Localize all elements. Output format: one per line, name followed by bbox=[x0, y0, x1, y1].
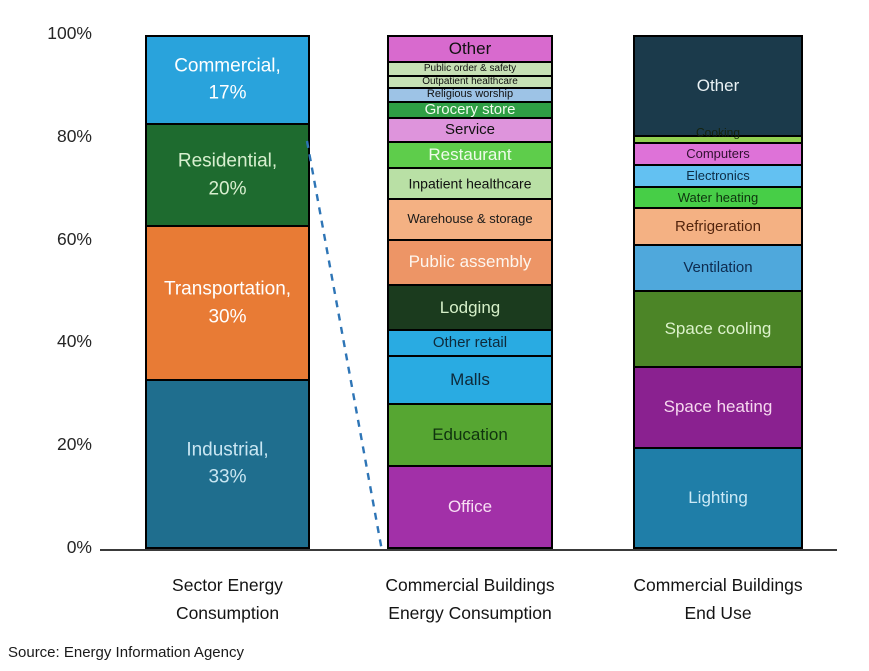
segment-label: Water heating bbox=[677, 189, 759, 205]
bar-segment-residential: Residential, 20% bbox=[147, 124, 308, 228]
segment-label: Other retail bbox=[432, 334, 508, 352]
y-axis-tick-label: 0% bbox=[66, 537, 92, 557]
bar-segment-lodging: Lodging bbox=[389, 285, 551, 332]
category-label-commercial-buildings-energy-consumption: Commercial Buildings Energy Consumption bbox=[385, 575, 555, 623]
bar-segment-transportation: Transportation, 30% bbox=[147, 227, 308, 381]
segment-label: Other bbox=[448, 39, 492, 59]
category-label-sector-energy-consumption: Sector Energy Consumption bbox=[172, 575, 283, 623]
bar-segment-warehouse-storage: Warehouse & storage bbox=[389, 199, 551, 241]
segment-label: Residential, 20% bbox=[177, 150, 278, 200]
segment-label: Other bbox=[696, 76, 740, 96]
segment-label: Refrigeration bbox=[675, 217, 761, 235]
segment-label: Public order & safety bbox=[423, 62, 517, 74]
bar-segment-other: Other bbox=[635, 37, 801, 138]
connector-dashed-line bbox=[305, 140, 384, 552]
segment-label: Outpatient healthcare bbox=[422, 75, 518, 87]
segment-label: Warehouse & storage bbox=[407, 211, 533, 227]
bar-segment-water-heating: Water heating bbox=[635, 187, 801, 210]
bar-segment-public-assembly: Public assembly bbox=[389, 240, 551, 286]
segment-label: Lodging bbox=[439, 297, 501, 317]
segment-label: Commercial, 17% bbox=[174, 55, 281, 104]
bar-segment-service: Service bbox=[389, 119, 551, 143]
bar-segment-outpatient-healthcare: Outpatient healthcare bbox=[389, 75, 551, 89]
segment-label: Ventilation bbox=[683, 259, 753, 277]
bar-segment-grocery-store: Grocery store bbox=[389, 101, 551, 120]
bar-segment-cooking: Cooking bbox=[635, 126, 801, 145]
bar-segment-inpatient-healthcare: Inpatient healthcare bbox=[389, 169, 551, 200]
y-axis-tick-label: 20% bbox=[56, 434, 92, 455]
segment-label: Restaurant bbox=[428, 145, 512, 165]
bar-segment-refrigeration: Refrigeration bbox=[635, 209, 801, 246]
bar-segment-electronics: Electronics bbox=[635, 166, 801, 188]
y-axis-tick-label: 100% bbox=[47, 23, 92, 43]
segment-label: Industrial, 33% bbox=[186, 439, 269, 488]
segment-label: Public assembly bbox=[408, 252, 532, 272]
segment-label: Computers bbox=[686, 146, 750, 162]
segment-label: Religious worship bbox=[426, 88, 514, 101]
bar-segment-lighting: Lighting bbox=[635, 448, 801, 548]
bar-segment-ventilation: Ventilation bbox=[635, 245, 801, 293]
bar-segment-space-cooling: Space cooling bbox=[635, 292, 801, 368]
segment-label: Inpatient healthcare bbox=[408, 175, 532, 192]
segment-label: Service bbox=[444, 121, 496, 139]
segment-label: Transportation, 30% bbox=[163, 278, 292, 328]
y-axis-tick-label: 80% bbox=[56, 125, 92, 146]
stacked-bar-sector-energy-consumption: Commercial, 17% Residential, 20% Transportat… bbox=[145, 35, 310, 549]
stacked-bar-commercial-buildings-end-use: Other Cooking Computers Electronics Water he… bbox=[633, 35, 803, 549]
bar-segment-other: Other bbox=[389, 37, 551, 64]
category-label-commercial-buildings-end-use: Commercial Buildings End Use bbox=[633, 575, 803, 623]
segment-label: Grocery store bbox=[424, 101, 516, 119]
bar-segment-office: Office bbox=[389, 467, 551, 547]
segment-label: Office bbox=[447, 497, 493, 517]
bar-segment-computers: Computers bbox=[635, 144, 801, 167]
bar-segment-education: Education bbox=[389, 405, 551, 468]
y-axis-tick-label: 60% bbox=[56, 228, 92, 249]
segment-label: Malls bbox=[450, 370, 490, 390]
y-axis-tick-label: 40% bbox=[56, 331, 92, 352]
bar-segment-restaurant: Restaurant bbox=[389, 142, 551, 170]
bar-segment-space-heating: Space heating bbox=[635, 367, 801, 449]
bar-segment-industrial: Industrial, 33% bbox=[147, 380, 308, 547]
segment-label: Education bbox=[432, 425, 508, 445]
stacked-bar-commercial-buildings-energy-consumption: Other Public order & safety Outpatient hea… bbox=[387, 35, 553, 549]
segment-label: Space cooling bbox=[664, 319, 772, 339]
bar-segment-malls: Malls bbox=[389, 357, 551, 406]
bar-segment-religious-worship: Religious worship bbox=[389, 88, 551, 103]
segment-label: Space heating bbox=[663, 397, 773, 417]
segment-label: Electronics bbox=[686, 168, 750, 184]
bar-segment-public-order-safety: Public order & safety bbox=[389, 62, 551, 78]
bar-segment-other-retail: Other retail bbox=[389, 331, 551, 358]
bar-segment-commercial: Commercial, 17% bbox=[147, 37, 308, 125]
source-note: Source: Energy Information Agency bbox=[8, 644, 244, 661]
x-axis-line bbox=[100, 549, 837, 551]
segment-label: Lighting bbox=[688, 487, 748, 507]
